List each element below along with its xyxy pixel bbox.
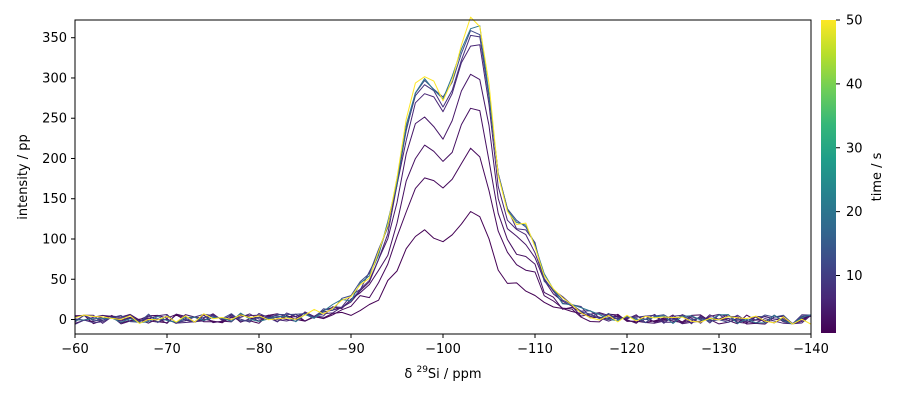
x-tick-label: −130 [701,342,737,357]
y-tick-label: 350 [42,31,67,46]
spectrum-line [74,34,812,325]
x-tick-label: −110 [517,342,553,357]
y-tick-label: 0 [59,313,67,328]
spectrum-line [74,211,812,325]
x-axis-ticks: −60 −70 −80 −90 −100 −110 −120 −130 −140 [61,334,829,357]
spectrum-line [74,30,812,325]
colorbar-tick-label: 40 [846,77,863,92]
colorbar-ticks: 10 20 30 40 50 [836,14,863,284]
plot-frame [74,19,812,335]
colorbar-tick-label: 10 [846,269,863,284]
colorbar-label: time / s [870,152,885,201]
colorbar-tick-label: 30 [846,141,863,156]
y-tick-label: 200 [42,152,67,167]
x-axis-label-superscript: 29 [416,365,428,375]
spectrum-line [74,73,812,325]
x-tick-label: −60 [61,342,88,357]
y-tick-label: 300 [42,71,67,86]
x-tick-label: −90 [337,342,364,357]
colorbar [821,20,836,333]
spectrum-line [74,147,812,325]
spectrum-line [74,25,812,325]
y-axis-ticks: 0 50 100 150 200 250 300 350 [42,31,75,328]
colorbar-tick-label: 50 [846,14,863,29]
spectrum-lines [74,16,812,325]
spectrum-line [74,107,812,325]
y-tick-label: 150 [42,192,67,207]
y-tick-label: 250 [42,112,67,127]
y-tick-label: 50 [50,273,67,288]
x-tick-label: −80 [245,342,272,357]
x-axis-label: δ 29Si / ppm [404,365,481,382]
colorbar-tick-label: 20 [846,205,863,220]
x-tick-label: −140 [793,342,829,357]
x-tick-label: −120 [609,342,645,357]
y-tick-label: 100 [42,232,67,247]
y-axis-label: intensity / pp [16,134,31,220]
x-tick-label: −70 [153,342,180,357]
spectrum-line [74,44,812,325]
x-tick-label: −100 [425,342,461,357]
spectrum-line [74,16,812,325]
